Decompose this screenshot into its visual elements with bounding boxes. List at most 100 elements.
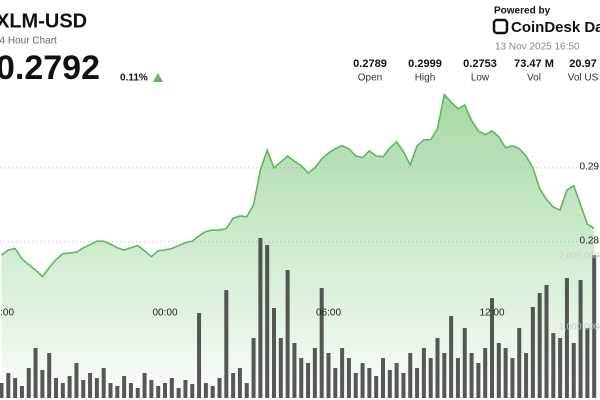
volume-bar [94, 377, 99, 398]
volume-bar [176, 387, 181, 398]
volume-bar [237, 367, 242, 398]
powered-by: Powered by [494, 6, 551, 17]
change: 0.11% [120, 73, 148, 84]
volume-bar [74, 363, 79, 398]
volume-bar [156, 386, 161, 398]
volume-bar [483, 348, 488, 398]
volume-bar [333, 367, 338, 398]
volume-bar [108, 383, 113, 398]
volume-bar [292, 342, 297, 398]
volume-bar [306, 363, 311, 398]
volume-bar [81, 379, 86, 398]
volume-bar [381, 358, 385, 398]
volume-bar [544, 285, 549, 398]
volume-bar [299, 358, 304, 398]
volume-bar [149, 379, 154, 398]
volume-bar [13, 377, 18, 398]
volume-bar [183, 379, 188, 398]
stat-value: 0.2789 [353, 58, 387, 70]
volume-bar [592, 255, 597, 398]
volume-bar [115, 386, 120, 398]
volume-bar [578, 280, 583, 398]
volume-bar [135, 387, 140, 398]
volume-bar [435, 338, 440, 398]
stat-label: Open [358, 73, 382, 84]
x-tick-label: 12:00 [479, 308, 504, 319]
volume-bar [524, 353, 529, 398]
volume-bar [387, 370, 392, 398]
volume-bar [258, 238, 263, 398]
volume-bar [67, 375, 72, 398]
volume-bar [564, 278, 569, 398]
price: 0.2792 [0, 49, 100, 87]
volume-bar [503, 348, 508, 398]
stat-label: Vol US [568, 73, 599, 84]
volume-bar [462, 328, 467, 398]
stat-value: 0.2999 [408, 58, 442, 70]
volume-bar [244, 383, 249, 398]
volume-bar [558, 338, 563, 398]
stat-value: 73.47 M [514, 58, 554, 70]
volume-bar [251, 338, 256, 398]
y-tick-label: 0.29 [580, 162, 600, 173]
volume-bar [6, 373, 11, 398]
volume-bar [496, 342, 501, 398]
price-line [1, 92, 595, 278]
volume-bar [571, 342, 576, 398]
volume-bar [442, 353, 447, 398]
volume-bar [231, 373, 236, 398]
volume-bar [490, 298, 494, 398]
volume-bar [197, 313, 202, 398]
up-arrow [153, 73, 163, 82]
plot-area: 0.28 0.29 1,000,000 2,000,000 18:00 00:00 06:0… [0, 92, 600, 398]
volume-bar [401, 373, 406, 398]
stat-label: Low [471, 73, 490, 84]
volume-bar [203, 383, 208, 398]
volume-bar [19, 386, 24, 398]
volume-bar [449, 316, 454, 398]
stat-value: 20.97 [569, 58, 597, 70]
stat-label: High [415, 73, 436, 84]
volume-bar [190, 384, 195, 398]
x-tick-label: 18:00 [0, 308, 14, 319]
volume-bar [142, 373, 147, 398]
brand: CoinDesk Dat [511, 19, 600, 36]
volume-bar [346, 358, 351, 398]
volume-bar [278, 338, 283, 398]
volume-bar [210, 386, 215, 398]
volume-bar [265, 245, 270, 398]
stat-label: Vol [527, 73, 541, 84]
volume-bar [585, 328, 590, 398]
volume-bar [272, 308, 276, 398]
volume-bar [360, 363, 365, 398]
volume-bar [469, 353, 474, 398]
volume-bar [312, 348, 317, 398]
symbol: XLM-USD [0, 10, 87, 32]
volume-bar [40, 370, 45, 398]
volume-bar [415, 367, 420, 398]
stat-value: 0.2753 [463, 58, 497, 70]
volume-bar [26, 367, 31, 398]
volume-bar [163, 383, 167, 398]
volume-bar [428, 358, 433, 398]
volume-bar [60, 383, 65, 398]
volume-bar [101, 367, 106, 398]
volume-bar [510, 358, 515, 398]
volume-bar [319, 288, 324, 398]
subtitle: 24 Hour Chart [0, 36, 57, 47]
x-tick-label: 06:00 [316, 308, 341, 319]
volume-bar [408, 353, 413, 398]
volume-bar [421, 348, 426, 398]
volume-bar [47, 353, 52, 398]
timestamp: 13 Nov 2025 16:50 [495, 42, 580, 53]
volume-bar [88, 373, 93, 398]
y2-tick-label: 1,000,000 [559, 321, 599, 331]
volume-bar [374, 375, 379, 398]
volume-bar [128, 383, 133, 398]
volume-bar [217, 377, 222, 398]
volume-bar [326, 353, 331, 398]
volume-bar [517, 328, 522, 398]
volume-bar [455, 358, 460, 398]
